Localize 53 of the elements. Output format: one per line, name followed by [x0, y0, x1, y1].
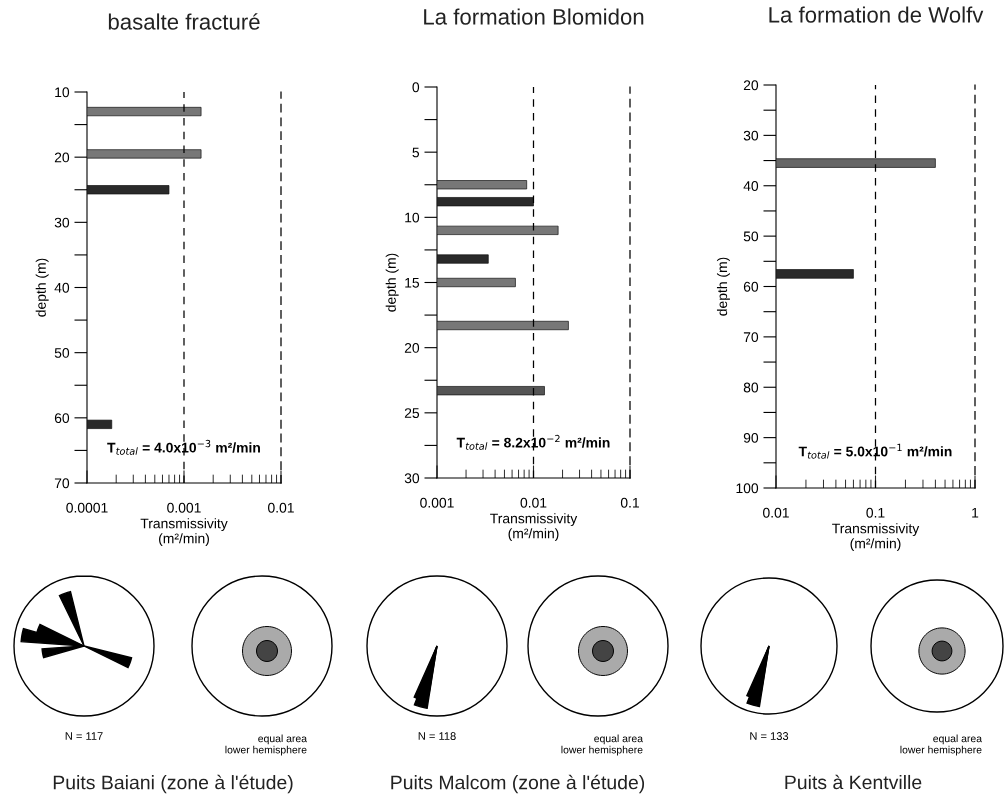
x-tick-label: 0.001: [420, 497, 454, 508]
text: equal area lower hemisphere: [561, 734, 643, 756]
y-tick-label: 20: [404, 343, 420, 353]
y-tick-label: 25: [404, 408, 420, 418]
text: Puits Baiani (zone à l'étude): [53, 774, 293, 794]
y-axis-title: depth (m): [35, 258, 49, 317]
text: N = 117: [65, 732, 103, 740]
text: Puits à Kentville: [785, 774, 922, 790]
text: Puits Malcom (zone à l'étude): [391, 774, 645, 794]
text: equal area lower hemisphere: [225, 734, 307, 756]
y-tick-label: 5: [412, 147, 420, 158]
x-axis-title: Transmissivity (m²/min): [140, 518, 228, 547]
y-tick-label: 90: [743, 432, 759, 443]
y-tick-label: 50: [743, 231, 759, 242]
y-tick-label: 10: [55, 87, 70, 98]
chart-title: La formation de Wolfv: [769, 6, 984, 23]
y-tick-label: 30: [743, 130, 759, 141]
annotation: T$_{total}$ = 4.0x10$^{−3}$ m²/min: [107, 439, 260, 455]
y-tick-label: 40: [743, 181, 759, 191]
x-tick-label: 0.01: [520, 497, 547, 508]
chart-title: basalte fracturé: [108, 13, 260, 30]
text: N = 118: [418, 732, 456, 740]
x-tick-label: 0.1: [620, 497, 639, 508]
y-tick-label: 30: [54, 217, 70, 228]
x-tick-label: 0.01: [268, 502, 294, 513]
x-tick-label: 0.01: [763, 507, 789, 518]
y-tick-label: 0: [412, 82, 420, 93]
y-tick-label: 20: [54, 152, 70, 163]
x-tick-label: 0.0001: [66, 502, 108, 513]
y-tick-label: 40: [54, 282, 70, 293]
y-tick-label: 60: [54, 413, 70, 423]
x-axis-title: Transmissivity (m²/min): [490, 513, 578, 542]
annotation: T$_{total}$ = 5.0x10$^{−1}$ m²/min: [798, 443, 952, 459]
y-axis-title: depth (m): [385, 253, 399, 312]
chart-title: La formation Blomidon: [424, 8, 644, 25]
x-axis-title: Transmissivity (m²/min): [832, 523, 920, 552]
x-tick-label: 0.1: [866, 507, 885, 518]
y-tick-label: 100: [736, 483, 759, 494]
text: N = 133: [750, 732, 789, 740]
x-tick-label: 1: [972, 507, 979, 518]
y-tick-label: 60: [743, 281, 759, 292]
text: equal area lower hemisphere: [900, 734, 982, 756]
annotation: T$_{total}$ = 8.2x10$^{−2}$ m²/min: [456, 434, 610, 450]
y-tick-label: 70: [54, 478, 70, 489]
x-tick-label: 0.001: [167, 502, 201, 513]
y-tick-label: 20: [743, 80, 759, 91]
y-axis-title: depth (m): [716, 257, 730, 316]
y-tick-label: 50: [54, 348, 70, 358]
y-tick-label: 80: [743, 382, 759, 393]
y-tick-label: 10: [405, 212, 420, 223]
y-tick-label: 15: [405, 277, 420, 288]
y-tick-label: 30: [404, 473, 420, 484]
y-tick-label: 70: [743, 332, 759, 343]
